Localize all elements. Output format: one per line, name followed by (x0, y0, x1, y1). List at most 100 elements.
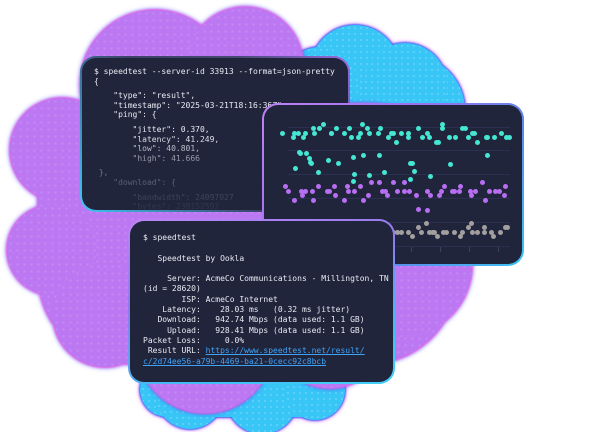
terminal-line: Latency: 28.03 ms (0.32 ms jitter) (143, 305, 351, 315)
data-dot (463, 126, 469, 131)
data-dot (349, 135, 355, 140)
data-dot (497, 229, 503, 235)
data-dot (326, 188, 332, 194)
data-dot (426, 135, 432, 140)
data-dot (306, 155, 312, 161)
data-dot (501, 193, 507, 198)
terminal-line: Packet Loss: 0.0% (143, 335, 245, 345)
data-dot (406, 188, 412, 194)
data-dot (366, 130, 372, 136)
data-dot (416, 126, 422, 131)
data-dot (503, 135, 509, 140)
data-dot (441, 184, 447, 189)
data-dot (466, 135, 472, 140)
data-dot (390, 130, 396, 136)
data-dot (351, 171, 357, 177)
data-dot (280, 130, 286, 136)
terminal-line: Download: 942.74 Mbps (data used: 1.1 GB… (143, 315, 365, 325)
data-dot (420, 135, 426, 140)
data-dot (506, 135, 512, 140)
data-dot (473, 188, 479, 194)
data-dot (378, 126, 384, 131)
axis-tick (469, 247, 470, 252)
data-dot (301, 135, 307, 140)
data-dot (341, 197, 347, 203)
axis-tick (411, 247, 412, 252)
terminal-line (143, 264, 391, 274)
data-dot (472, 130, 478, 136)
data-dot (440, 126, 446, 131)
data-dot (377, 179, 383, 185)
data-dot (452, 135, 458, 140)
terminal-line: ISP: AcmeCo Internet (143, 294, 278, 304)
terminal-summary-output: $ speedtest Speedtest by Ookla Server: A… (130, 221, 393, 367)
data-dot (499, 130, 505, 136)
data-dot (332, 193, 338, 198)
data-dot (427, 193, 433, 198)
data-dot (485, 153, 491, 159)
cloud-purple-bump (7, 205, 97, 295)
terminal-line: c/2d74ee56-a79b-4469-ba21-0cecc92c8bcb (143, 357, 391, 367)
data-dot (457, 234, 463, 239)
data-dot (361, 152, 367, 158)
data-dot (394, 188, 400, 194)
data-dot (325, 157, 331, 163)
data-dot (377, 153, 383, 159)
data-dot (482, 229, 488, 235)
data-dot (479, 179, 485, 185)
result-url-link[interactable]: c/2d74ee56-a79b-4469-ba21-0cecc92c8bcb (143, 356, 327, 366)
data-dot (310, 188, 316, 194)
data-dot (352, 188, 357, 194)
data-dot (486, 188, 492, 194)
data-dot (386, 135, 392, 140)
data-dot (468, 220, 474, 226)
data-dot (428, 173, 434, 179)
data-dot (366, 172, 372, 178)
data-dot (336, 161, 342, 167)
terminal-line: Upload: 928.41 Mbps (data used: 1.1 GB) (143, 325, 365, 335)
data-dot (376, 130, 382, 136)
data-dot (331, 184, 337, 189)
terminal-line: Speedtest by Ookla (143, 253, 245, 263)
terminal-line: (id = 28620) (143, 284, 201, 294)
terminal-line: $ speedtest --server-id 33913 --format=j… (94, 67, 335, 76)
data-dot (315, 170, 321, 176)
data-dot (356, 135, 362, 140)
data-dot (489, 229, 495, 235)
data-dot (475, 139, 481, 145)
data-dot (328, 130, 334, 136)
terminal-line: "type": "result", (94, 91, 196, 101)
data-dot (483, 135, 489, 140)
data-dot (468, 188, 474, 194)
data-dot (316, 126, 322, 131)
data-dot (360, 121, 366, 127)
data-dot (446, 135, 452, 140)
data-dot (321, 121, 327, 127)
data-dot (360, 197, 366, 203)
data-dot (465, 225, 471, 230)
result-url-link[interactable]: https://www.speedtest.net/result/ (205, 346, 365, 356)
data-dot (492, 135, 498, 140)
data-dot (401, 179, 407, 185)
data-dot (391, 179, 397, 185)
data-dot (469, 229, 475, 235)
data-dot (291, 135, 297, 140)
terminal-line: Result URL: https://www.speedtest.net/re… (143, 346, 365, 356)
data-dot (293, 166, 299, 172)
data-dot (296, 130, 302, 136)
data-dot (502, 184, 508, 189)
data-dot (346, 188, 352, 194)
data-dot (286, 188, 292, 194)
axis-tick (440, 247, 441, 252)
data-dot (334, 126, 340, 131)
data-dot (424, 220, 430, 226)
data-dot (492, 188, 498, 194)
data-dot (474, 229, 480, 235)
axis-tick (498, 247, 499, 252)
data-dot (405, 135, 411, 140)
terminal-line: { (94, 76, 99, 86)
data-dot (416, 207, 422, 213)
data-dot (458, 184, 464, 189)
data-dot (483, 197, 489, 203)
